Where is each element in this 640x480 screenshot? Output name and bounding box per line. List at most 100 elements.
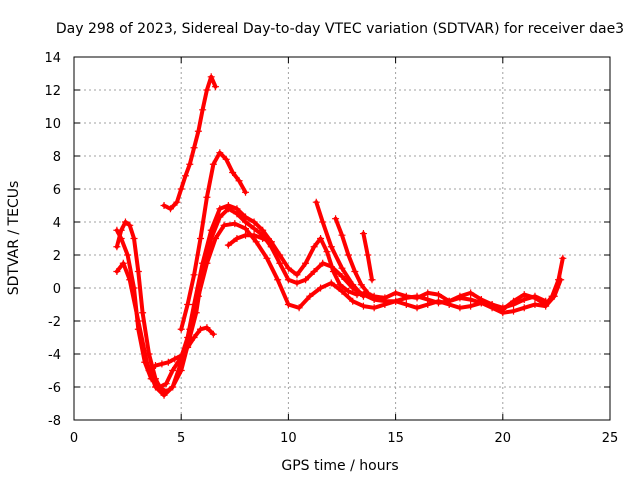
data-point: [130, 235, 138, 242]
data-point: [134, 317, 142, 325]
data-point: [338, 272, 346, 280]
data-point: [332, 215, 340, 223]
data-point: [351, 268, 359, 275]
x-tick-label: 25: [602, 431, 619, 446]
data-point: [559, 254, 567, 262]
data-point: [203, 324, 211, 332]
data-point: [186, 160, 194, 168]
data-point: [344, 251, 352, 259]
data-point: [158, 360, 166, 368]
data-point: [139, 309, 147, 317]
data-point: [284, 301, 292, 308]
data-point: [274, 276, 282, 284]
data-point: [488, 304, 496, 312]
y-tick-label: 2: [53, 249, 61, 264]
data-point: [194, 292, 202, 300]
data-point: [381, 301, 389, 308]
data-point: [196, 325, 204, 333]
y-tick-label: 12: [44, 84, 61, 99]
data-point: [467, 289, 475, 297]
data-point: [169, 383, 177, 391]
data-point: [323, 248, 331, 256]
data-point: [190, 334, 198, 341]
data-point: [252, 238, 260, 246]
chart-title: Day 298 of 2023, Sidereal Day-to-day VTE…: [56, 21, 624, 37]
data-point: [160, 391, 168, 399]
data-point: [209, 330, 217, 338]
data-point: [164, 358, 172, 366]
data-point: [329, 268, 337, 275]
series-track-j: [224, 231, 275, 249]
series-track-h: [332, 215, 372, 297]
y-tick-label: 10: [44, 117, 61, 132]
data-point: [295, 304, 303, 312]
data-point: [186, 325, 194, 333]
series-track-f: [177, 149, 250, 333]
data-point: [445, 301, 453, 308]
data-point: [259, 235, 267, 242]
data-point: [233, 235, 241, 242]
data-point: [267, 238, 275, 246]
data-point: [220, 221, 228, 229]
data-point: [151, 383, 159, 391]
data-point: [467, 302, 475, 310]
data-point: [364, 289, 372, 297]
y-tick-label: 4: [53, 216, 61, 231]
data-point: [199, 106, 207, 114]
data-point: [402, 301, 410, 308]
data-point: [338, 231, 346, 239]
data-point: [235, 177, 243, 185]
data-point: [212, 235, 220, 242]
data-point: [113, 268, 121, 275]
data-point: [531, 294, 539, 302]
data-point: [250, 225, 258, 233]
y-tick-label: -8: [48, 414, 61, 429]
data-point: [194, 127, 202, 135]
data-point: [203, 193, 211, 201]
data-point: [207, 73, 215, 81]
data-point: [338, 264, 346, 272]
series-track-c: [113, 220, 565, 399]
data-point: [359, 302, 367, 310]
data-point: [424, 301, 432, 308]
data-point: [357, 281, 365, 289]
data-point: [413, 294, 421, 302]
y-tick-label: -2: [48, 315, 61, 330]
data-point: [151, 362, 159, 370]
data-point: [531, 301, 539, 308]
data-point: [293, 271, 301, 279]
x-tick-label: 10: [280, 431, 297, 446]
data-point: [336, 281, 344, 289]
data-point: [250, 231, 258, 239]
x-axis-label: GPS time / hours: [281, 458, 398, 474]
data-point: [319, 259, 327, 267]
data-point: [126, 276, 134, 284]
data-point: [190, 271, 198, 279]
data-point: [224, 202, 232, 209]
data-point: [293, 279, 301, 287]
data-point: [284, 264, 292, 272]
y-tick-label: -6: [48, 381, 61, 396]
data-point: [302, 276, 310, 284]
data-point: [162, 380, 170, 388]
data-point: [306, 292, 314, 300]
data-point: [338, 287, 346, 295]
data-point: [327, 243, 335, 251]
data-point: [224, 241, 232, 249]
data-point: [456, 292, 464, 300]
data-point: [177, 185, 185, 193]
data-point: [134, 268, 142, 275]
data-point: [370, 304, 378, 312]
y-tick-label: -4: [48, 348, 61, 363]
series-line: [314, 200, 366, 299]
data-point: [344, 287, 352, 295]
data-point: [196, 235, 204, 242]
data-point: [520, 291, 528, 299]
data-point: [177, 325, 185, 333]
data-point: [113, 243, 121, 251]
data-point: [434, 297, 442, 305]
data-point: [310, 243, 318, 251]
data-point: [259, 226, 267, 234]
data-point: [229, 169, 237, 176]
